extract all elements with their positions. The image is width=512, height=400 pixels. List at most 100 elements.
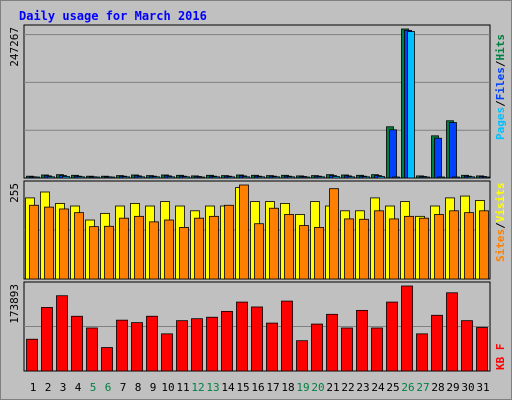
x-tick-label: 13 [206, 381, 219, 394]
bar-kb-f-day-11 [176, 320, 188, 372]
bar-sites-day-30 [464, 212, 474, 280]
side-legend-visits-sites: Sites/Visits [494, 183, 507, 263]
x-tick-label: 29 [446, 381, 459, 394]
bar-sites-day-23 [359, 218, 369, 280]
bar-pages-day-18 [287, 176, 295, 179]
side-legend-hits-files-pages: Pages/Files/Hits [494, 34, 507, 140]
side-legend-kbf: KB F [494, 344, 507, 371]
bar-kb-f-day-19 [296, 340, 308, 372]
bar-sites-day-29 [449, 210, 459, 280]
bar-kb-f-day-21 [326, 313, 338, 372]
legend-hits: Hits [494, 34, 507, 61]
bar-pages-day-4 [77, 176, 85, 179]
x-tick-label: 22 [341, 381, 354, 394]
x-tick-label: 21 [326, 381, 339, 394]
x-tick-label: 5 [90, 381, 97, 394]
legend-sites: Sites [494, 229, 507, 262]
bar-kb-f-day-1 [26, 338, 38, 372]
bar-pages-day-19 [302, 176, 310, 179]
bar-sites-day-13 [209, 215, 219, 280]
x-tick-label: 24 [371, 381, 385, 394]
x-axis-labels: 1 2 3 4 5 6 7 8 9 10 11 12 13 14 15 16 17 18 19 20 21 22 23 24 2… [30, 381, 490, 394]
bar-kb-f-day-16 [251, 306, 263, 372]
legend-sep: / [494, 100, 507, 107]
side-legend-text: Sites/Visits [494, 183, 507, 263]
bar-sites-day-17 [269, 207, 279, 280]
bar-sites-day-4 [74, 212, 84, 280]
x-tick-label: 18 [281, 381, 294, 394]
x-tick-label: 19 [296, 381, 309, 394]
x-tick-label: 11 [176, 381, 189, 394]
bar-pages-day-8 [137, 176, 145, 179]
bar-files-day-28 [434, 137, 442, 179]
bar-sites-day-19 [299, 225, 309, 280]
panel-kbf: 173893 [8, 281, 491, 372]
x-tick-label: 31 [476, 381, 489, 394]
bar-kb-f-day-10 [161, 333, 173, 372]
x-tick-label: 14 [221, 381, 235, 394]
bar-kb-f-day-14 [221, 310, 233, 372]
x-tick-label: 9 [150, 381, 157, 394]
legend-files: Files [494, 67, 507, 100]
x-tick-label: 28 [431, 381, 444, 394]
x-tick-label: 1 [30, 381, 37, 394]
bar-pages-day-9 [152, 176, 160, 179]
bar-pages-day-25 [392, 176, 400, 179]
bar-pages-day-6 [107, 176, 115, 179]
side-legend-text: KB F [494, 344, 507, 371]
bar-sites-day-21 [329, 188, 339, 280]
side-legend-text: Pages/Files/Hits [494, 34, 507, 140]
bar-sites-day-22 [344, 218, 354, 280]
bar-pages-day-10 [167, 176, 175, 179]
bar-pages-day-11 [182, 176, 190, 179]
x-tick-label: 25 [386, 381, 399, 394]
x-tick-label: 23 [356, 381, 369, 394]
bar-sites-day-31 [479, 210, 489, 280]
bar-pages-day-12 [197, 176, 205, 179]
bar-kb-f-day-9 [146, 315, 158, 372]
bar-sites-day-24 [374, 210, 384, 280]
bar-kb-f-day-30 [461, 320, 473, 372]
bar-kb-f-day-24 [371, 327, 383, 372]
bar-sites-day-14 [224, 204, 234, 280]
legend-pages: Pages [494, 107, 507, 140]
bar-sites-day-27 [419, 217, 429, 280]
bar-kb-f-day-18 [281, 300, 293, 372]
y-max-label: 247267 [8, 27, 21, 67]
x-tick-label: 16 [251, 381, 264, 394]
bar-kb-f-day-26 [401, 285, 413, 372]
bar-sites-day-20 [314, 226, 324, 280]
bar-kb-f-day-4 [71, 315, 83, 372]
bar-pages-day-27 [422, 176, 430, 179]
bar-pages-day-29 [452, 176, 460, 179]
bar-kb-f-day-17 [266, 322, 278, 372]
y-max-label: 255 [8, 183, 21, 203]
bar-kb-f-day-3 [56, 295, 68, 372]
panel-border [23, 24, 491, 179]
bar-sites-day-18 [284, 214, 294, 280]
legend-sep: / [494, 60, 507, 67]
bar-pages-day-16 [257, 176, 265, 179]
bar-kb-f-day-7 [116, 319, 128, 372]
bar-sites-day-10 [164, 219, 174, 280]
bar-pages-day-15 [242, 176, 250, 179]
bar-sites-day-11 [179, 226, 189, 280]
chart-title: Daily usage for March 2016 [19, 9, 207, 23]
panel-visits-sites: 255 [8, 180, 491, 280]
bar-sites-day-16 [254, 223, 264, 280]
x-tick-label: 4 [75, 381, 82, 394]
legend-sep: / [494, 222, 507, 229]
bar-kb-f-day-22 [341, 327, 353, 372]
bar-files-day-25 [389, 129, 397, 179]
bar-sites-day-15 [239, 184, 249, 280]
bar-pages-day-31 [482, 176, 490, 179]
legend-kbf: KB F [494, 344, 507, 371]
x-tick-label: 3 [60, 381, 67, 394]
bar-pages-day-5 [92, 176, 100, 179]
bar-sites-day-28 [434, 214, 444, 280]
bar-kb-f-day-29 [446, 292, 458, 372]
bar-pages-day-2 [47, 176, 55, 179]
x-tick-label: 27 [416, 381, 429, 394]
bar-sites-day-9 [149, 221, 159, 280]
